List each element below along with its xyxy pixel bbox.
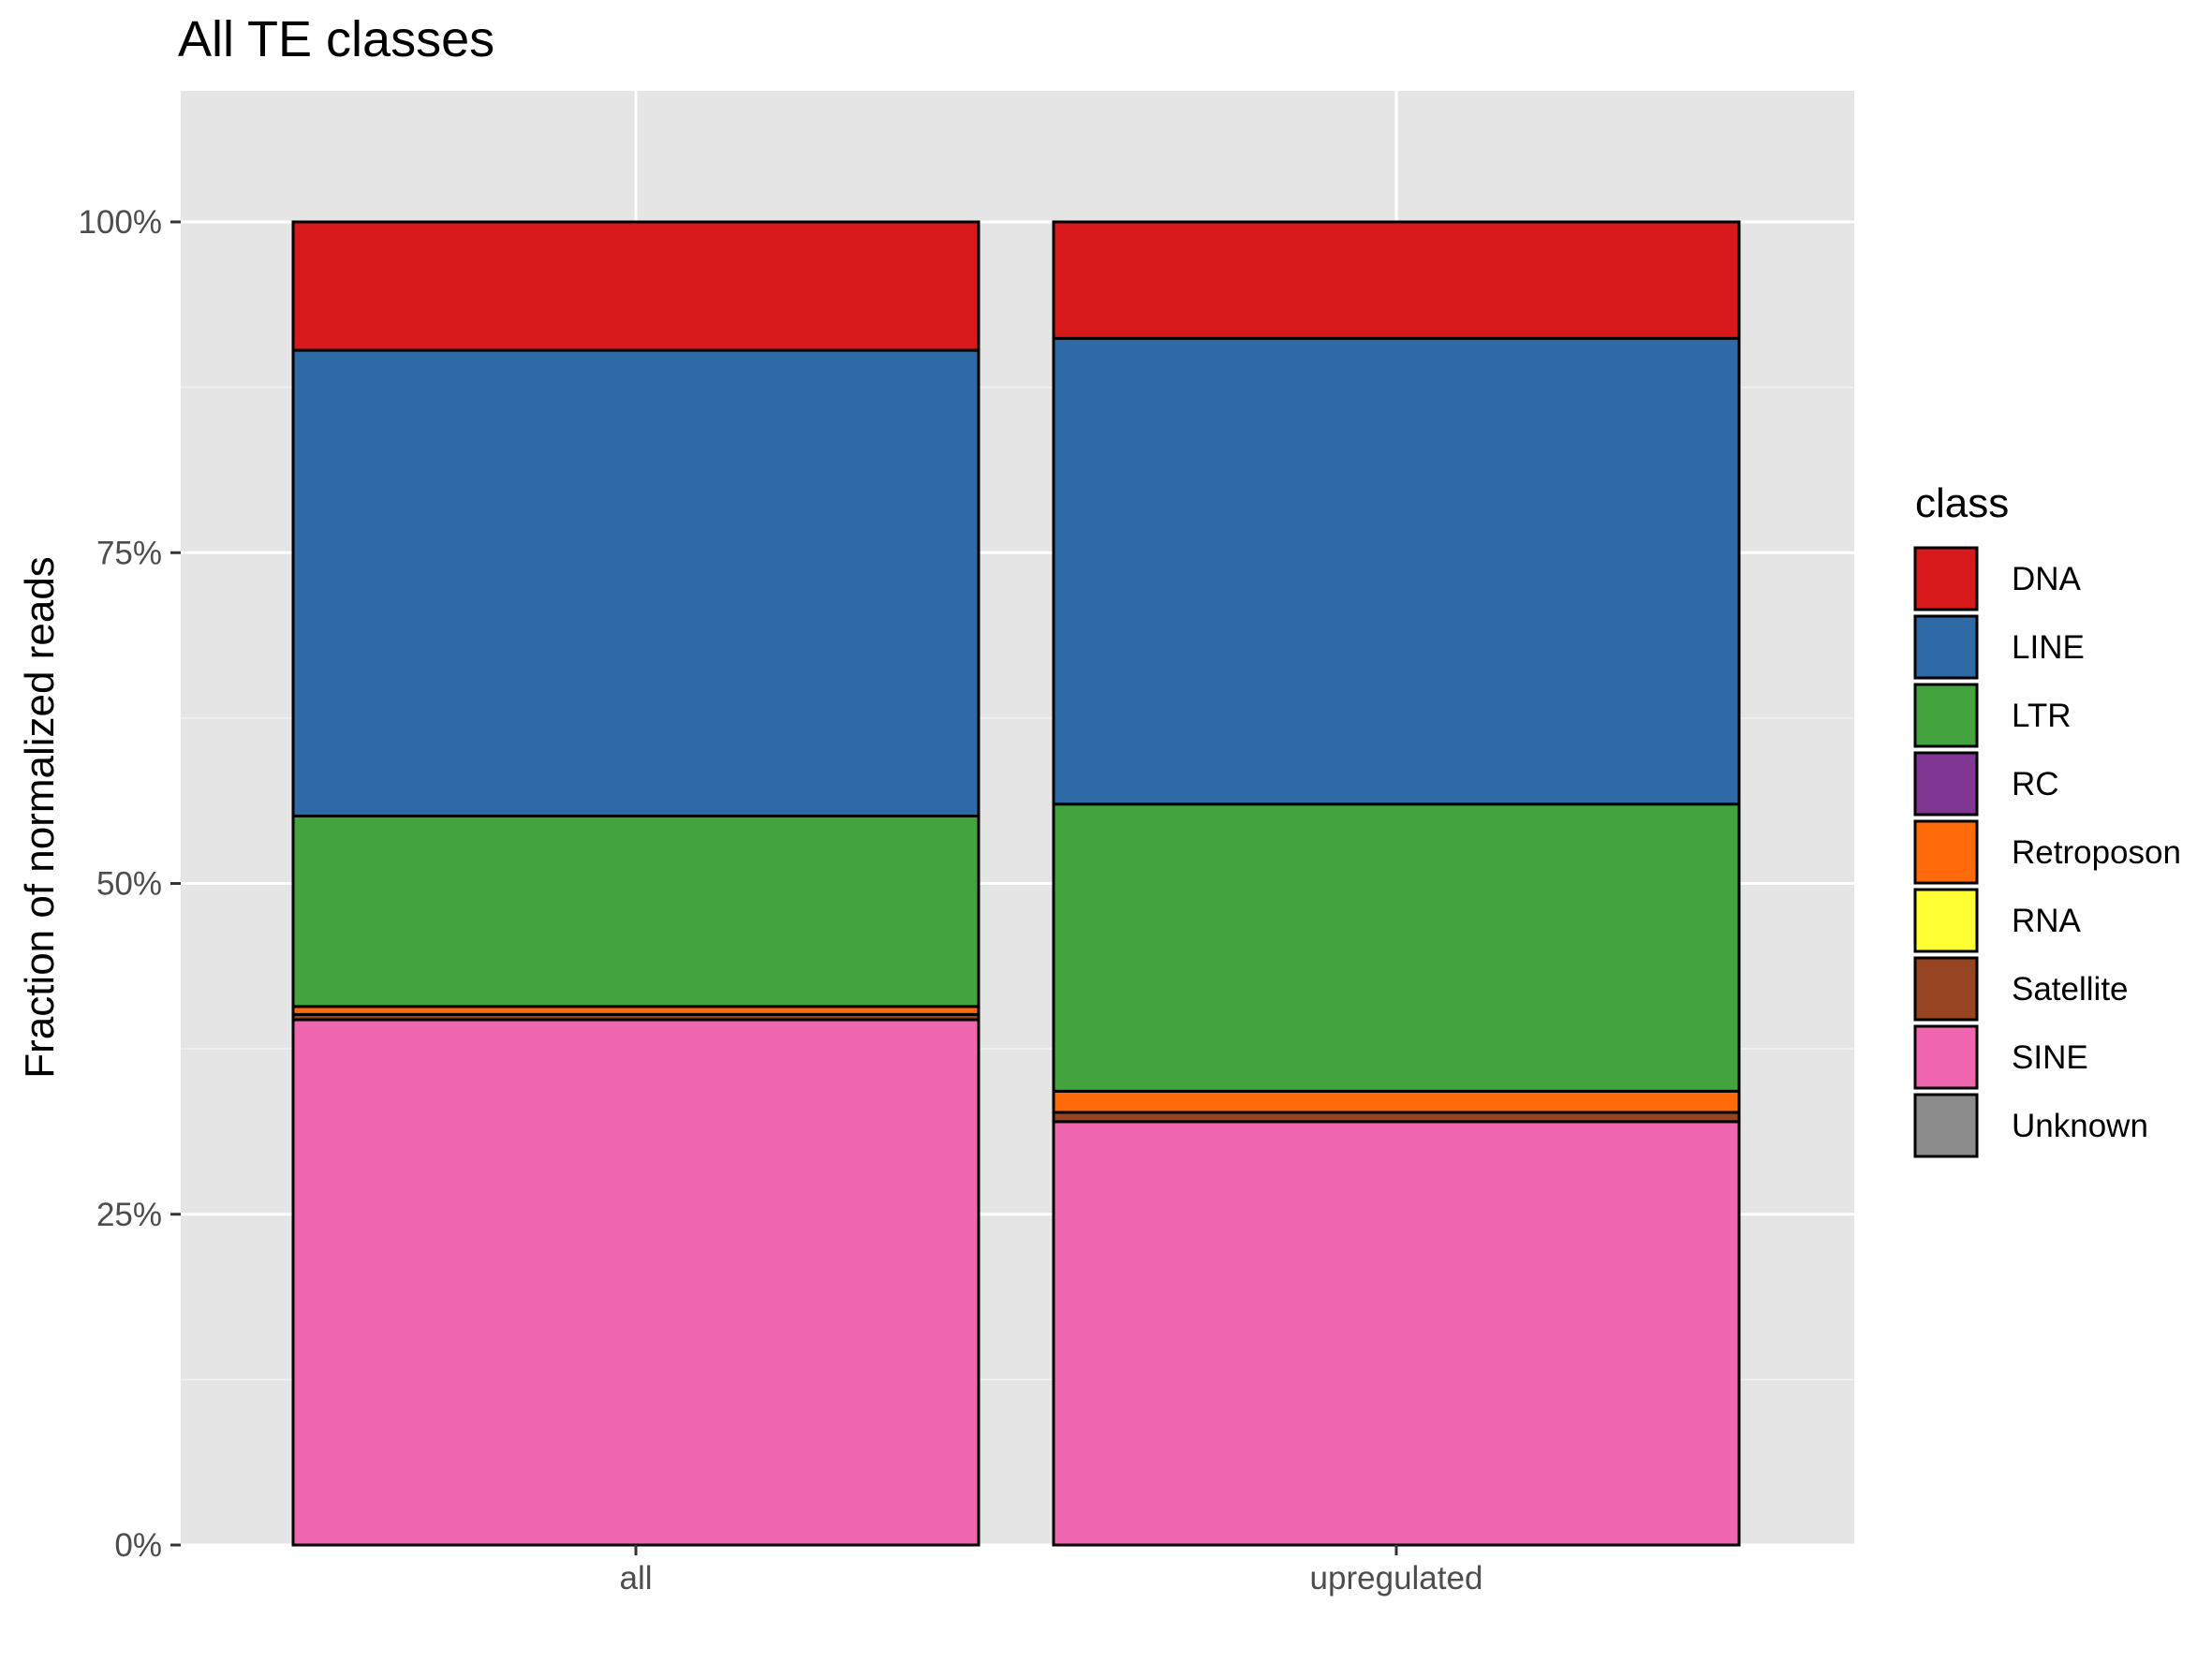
legend-label-satellite: Satellite xyxy=(2012,971,2129,1008)
bar-segment-upregulated-dna xyxy=(1052,220,1741,340)
legend-label-rc: RC xyxy=(2012,766,2059,802)
y-tick-label: 50% xyxy=(96,866,162,903)
legend-key-unknown xyxy=(1913,1093,1979,1158)
legend-key-sine xyxy=(1913,1024,1979,1090)
legend-label-ltr: LTR xyxy=(2012,698,2072,734)
legend-title: class xyxy=(1915,480,2009,526)
legend-label-sine: SINE xyxy=(2012,1039,2088,1076)
bar-segment-upregulated-sine xyxy=(1052,1120,1741,1547)
y-tick-label: 100% xyxy=(78,204,162,241)
y-axis-title: Fraction of normalized reads xyxy=(17,556,63,1079)
bar-segment-all-ltr xyxy=(291,814,981,1008)
x-tick-label: upregulated xyxy=(1310,1560,1483,1597)
legend-label-retroposon: Retroposon xyxy=(2012,834,2181,871)
y-tick-label: 25% xyxy=(96,1197,162,1233)
bar-segment-upregulated-ltr xyxy=(1052,802,1741,1093)
legend-key-rc xyxy=(1913,751,1979,817)
bar-segment-all-sine xyxy=(291,1018,981,1547)
legend-label-rna: RNA xyxy=(2012,903,2082,939)
legend-key-line xyxy=(1913,614,1979,680)
chart-title: All TE classes xyxy=(178,11,494,67)
legend-key-ltr xyxy=(1913,683,1979,748)
legend-label-dna: DNA xyxy=(2012,561,2082,597)
x-tick-label: all xyxy=(619,1560,652,1597)
bar-segment-all-line xyxy=(291,348,981,817)
legend-key-rna xyxy=(1913,888,1979,953)
bar-segment-all-dna xyxy=(291,220,981,352)
legend-label-line: LINE xyxy=(2012,629,2085,666)
bars xyxy=(291,220,1741,1547)
legend-label-unknown: Unknown xyxy=(2012,1108,2148,1144)
y-tick-label: 75% xyxy=(96,535,162,571)
legend-key-retroposon xyxy=(1913,819,1979,885)
legend: class DNA LINE LTR RC Retroposon RNA Satellite… xyxy=(1913,480,2181,1158)
legend-key-dna xyxy=(1913,546,1979,611)
y-tick-label: 0% xyxy=(114,1527,162,1564)
axes: 0% 25% 50% 75% 100% all upregulated xyxy=(78,204,1482,1597)
legend-key-satellite xyxy=(1913,956,1979,1022)
bar-segment-upregulated-retroposon xyxy=(1052,1089,1741,1114)
bar-segment-upregulated-line xyxy=(1052,336,1741,806)
